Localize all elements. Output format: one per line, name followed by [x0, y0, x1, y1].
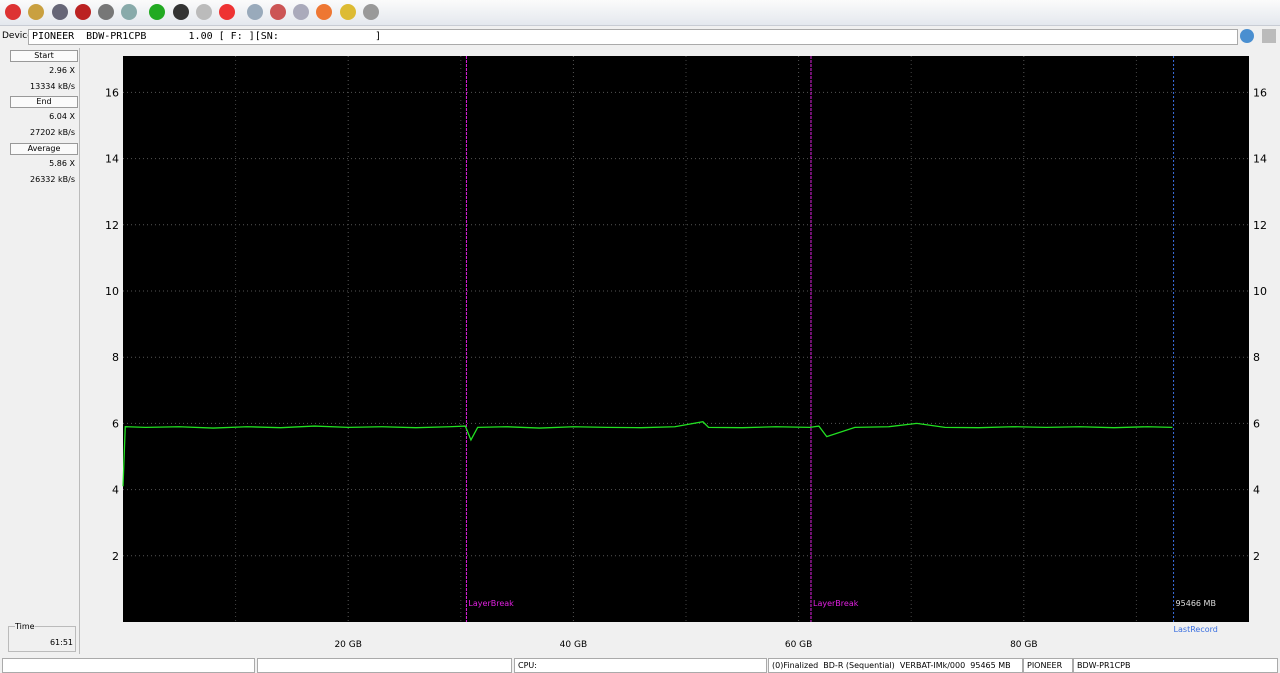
- icon[interactable]: [363, 4, 379, 20]
- y2-tick-label: 2: [1253, 550, 1260, 563]
- x-tick-label: 60 GB: [785, 640, 812, 650]
- marker-label: LayerBreak: [468, 599, 514, 608]
- plot-area: [123, 56, 1249, 622]
- icon[interactable]: [149, 4, 165, 20]
- device-label: Device:: [2, 31, 36, 41]
- chart: 2 4 6 8 10 12 14 16 2 4 6 8 10 12 14 16 20 GB 40 GB 60 GB 8…: [105, 56, 1267, 650]
- disc-field: (0)Finalized BD-R (Sequential) VERBAT-IM…: [768, 658, 1023, 673]
- marker-label: LayerBreak: [813, 599, 859, 608]
- y2-tick-label: 14: [1253, 153, 1267, 166]
- icon[interactable]: [247, 4, 263, 20]
- average-speed: 5.86 X: [49, 159, 75, 168]
- y-tick-label: 10: [105, 285, 119, 298]
- icon[interactable]: [196, 4, 212, 20]
- time-value: 61:51: [49, 638, 73, 647]
- status-field: [257, 658, 512, 673]
- y2-tick-label: 4: [1253, 484, 1260, 497]
- average-rate: 26332 kB/s: [30, 175, 75, 184]
- icon[interactable]: [173, 4, 189, 20]
- icon[interactable]: [1240, 29, 1254, 43]
- y-tick-label: 8: [112, 351, 119, 364]
- vendor-field: PIONEER: [1023, 658, 1073, 673]
- x-tick-label: 40 GB: [560, 640, 587, 650]
- start-button[interactable]: Start: [10, 50, 78, 62]
- device-bar: Device: PIONEER BDW-PR1CPB 1.00 [ F: ][S…: [0, 28, 1280, 46]
- speed-line: [122, 421, 1173, 487]
- x-tick-label: 80 GB: [1010, 640, 1037, 650]
- start-speed: 2.96 X: [49, 66, 75, 75]
- x-tick-label: 20 GB: [334, 640, 361, 650]
- icon[interactable]: [340, 4, 356, 20]
- cpu-field: CPU:: [514, 658, 767, 673]
- icon[interactable]: [1262, 29, 1276, 43]
- y-tick-label: 12: [105, 219, 119, 232]
- toolbar: [0, 0, 1280, 26]
- stats-panel: Start 2.96 X 13334 kB/s End 6.04 X 27202…: [0, 48, 80, 654]
- y2-tick-label: 6: [1253, 417, 1260, 430]
- icon[interactable]: [98, 4, 114, 20]
- y-tick-label: 16: [105, 86, 119, 99]
- y2-tick-label: 10: [1253, 285, 1267, 298]
- y2-tick-label: 8: [1253, 351, 1260, 364]
- status-bar: CPU: (0)Finalized BD-R (Sequential) VERB…: [0, 657, 1280, 673]
- icon[interactable]: [28, 4, 44, 20]
- icon[interactable]: [75, 4, 91, 20]
- start-rate: 13334 kB/s: [30, 82, 75, 91]
- end-button[interactable]: End: [10, 96, 78, 108]
- icon[interactable]: [270, 4, 286, 20]
- marker-sublabel: LastRecord: [1174, 625, 1218, 634]
- time-box: Time 61:51: [8, 622, 76, 652]
- y2-tick-label: 16: [1253, 86, 1267, 99]
- time-label: Time: [15, 622, 35, 631]
- icon[interactable]: [121, 4, 137, 20]
- icon[interactable]: [52, 4, 68, 20]
- end-rate: 27202 kB/s: [30, 128, 75, 137]
- y-tick-label: 14: [105, 153, 119, 166]
- average-button[interactable]: Average: [10, 143, 78, 155]
- y-tick-label: 4: [112, 484, 119, 497]
- icon[interactable]: [5, 4, 21, 20]
- icon[interactable]: [293, 4, 309, 20]
- y-tick-label: 2: [112, 550, 119, 563]
- icon[interactable]: [316, 4, 332, 20]
- device-select[interactable]: PIONEER BDW-PR1CPB 1.00 [ F: ][SN: ]: [28, 29, 1238, 45]
- icon[interactable]: [219, 4, 235, 20]
- y2-tick-label: 12: [1253, 219, 1267, 232]
- status-field: [2, 658, 255, 673]
- end-speed: 6.04 X: [49, 112, 75, 121]
- model-field: BDW-PR1CPB: [1073, 658, 1278, 673]
- marker-label: 95466 MB: [1176, 599, 1216, 608]
- y-tick-label: 6: [112, 417, 119, 430]
